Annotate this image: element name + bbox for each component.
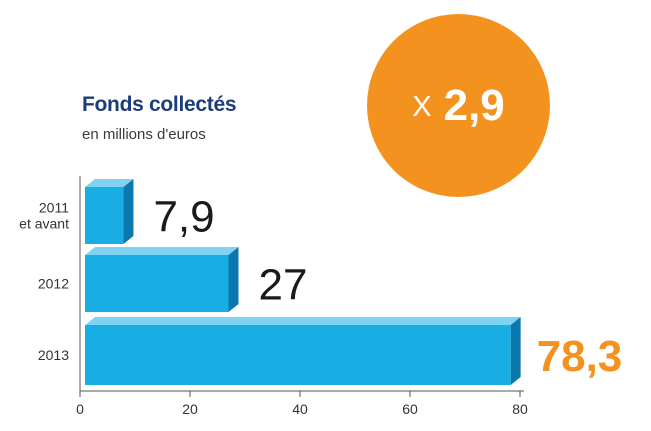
- data-label: 7,9: [153, 193, 214, 242]
- bar-top-face: [85, 247, 239, 255]
- bar: [85, 187, 124, 244]
- x-tick-label: 80: [512, 401, 528, 417]
- badge-multiplier-value: 2,9: [443, 80, 505, 130]
- chart-subtitle: en millions d'euros: [82, 126, 206, 143]
- x-tick-label: 40: [292, 401, 308, 417]
- badge-multiplier-prefix: X: [412, 91, 432, 123]
- bar-side-face: [123, 179, 134, 244]
- x-tick-label: 60: [402, 401, 418, 417]
- category-label: 2011: [39, 200, 69, 216]
- x-tick-label: 20: [182, 401, 198, 417]
- bar: [85, 325, 511, 385]
- x-tick-label: 0: [76, 401, 84, 417]
- bar-side-face: [510, 317, 521, 385]
- category-label: 2012: [38, 276, 69, 292]
- category-label: et avant: [19, 216, 69, 232]
- growth-badge: X 2,9: [367, 14, 550, 197]
- data-label: 78,3: [537, 332, 623, 381]
- bar-top-face: [85, 179, 134, 187]
- data-label: 27: [259, 261, 308, 310]
- bar-top-face: [85, 317, 521, 325]
- bar: [85, 255, 229, 312]
- bar-side-face: [228, 247, 239, 312]
- chart-title: Fonds collectés: [82, 93, 237, 116]
- category-label: 2013: [38, 347, 69, 363]
